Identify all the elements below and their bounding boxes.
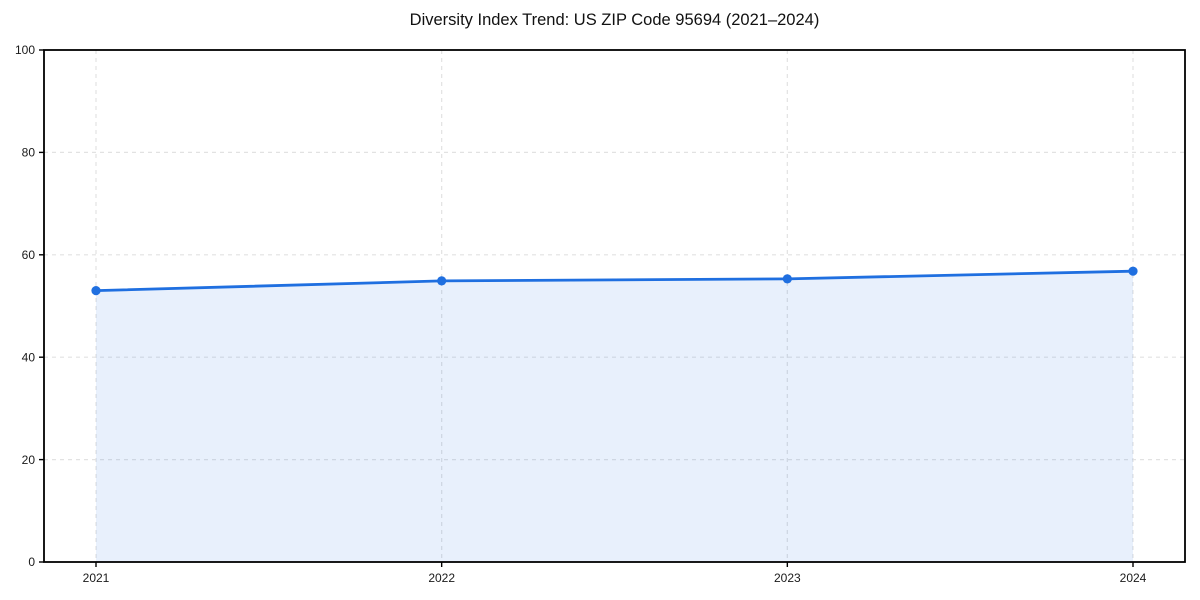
- x-tick-label: 2021: [83, 571, 110, 585]
- x-tick-label: 2023: [774, 571, 801, 585]
- y-tick-label: 40: [22, 350, 36, 364]
- y-tick-label: 20: [22, 453, 36, 467]
- y-tick-label: 0: [28, 555, 35, 569]
- data-point-2021: [91, 286, 101, 296]
- y-tick-label: 60: [22, 248, 36, 262]
- x-tick-label: 2024: [1120, 571, 1147, 585]
- data-point-2024: [1128, 266, 1138, 276]
- area-fill: [96, 271, 1133, 562]
- plot-border: [43, 49, 1186, 563]
- x-tick-label: 2022: [428, 571, 455, 585]
- data-point-2022: [437, 276, 447, 286]
- chart-title: Diversity Index Trend: US ZIP Code 95694…: [409, 11, 820, 29]
- data-point-2023: [782, 274, 792, 284]
- y-tick-label: 80: [22, 146, 36, 160]
- y-tick-label: 100: [15, 43, 35, 57]
- trend-line: [94, 269, 1135, 293]
